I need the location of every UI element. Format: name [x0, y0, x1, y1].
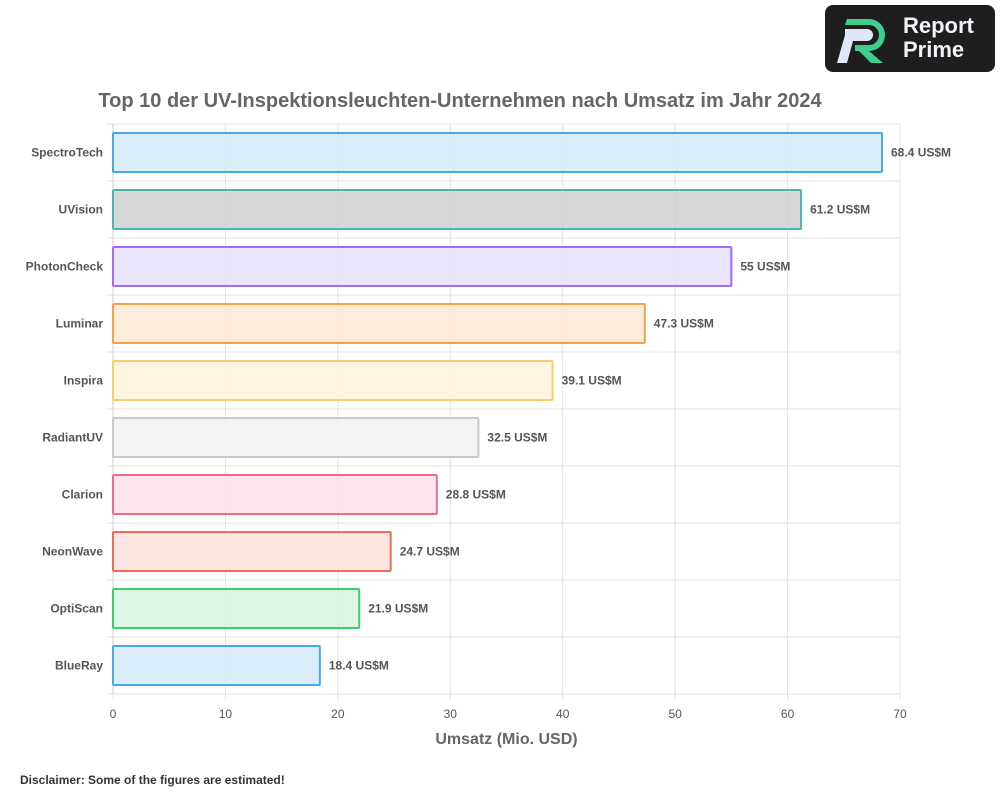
data-label: 32.5 US$M: [487, 431, 547, 445]
logo-text-line2: Prime: [903, 37, 965, 62]
x-tick-label: 0: [110, 707, 117, 721]
report-prime-logo: Report Prime: [825, 5, 995, 72]
data-label: 55 US$M: [740, 260, 790, 274]
x-tick-label: 30: [444, 707, 458, 721]
x-tick-label: 60: [781, 707, 795, 721]
category-label: BlueRay: [55, 659, 103, 673]
bar-blueray: [112, 645, 321, 686]
category-label: NeonWave: [42, 545, 103, 559]
chart-title: Top 10 der UV-Inspektionsleuchten-Untern…: [98, 90, 822, 112]
bar-inspira: [112, 360, 554, 401]
category-label: Inspira: [64, 374, 104, 388]
data-label: 61.2 US$M: [810, 203, 870, 217]
logo-mark-icon: [837, 19, 885, 63]
x-tick-label: 20: [331, 707, 345, 721]
x-axis-title: Umsatz (Mio. USD): [435, 731, 577, 748]
bar-spectrotech: [112, 132, 884, 173]
bar-photoncheck: [112, 246, 733, 287]
data-label: 21.9 US$M: [368, 602, 428, 616]
category-label: PhotonCheck: [26, 260, 104, 274]
data-label: 39.1 US$M: [562, 374, 622, 388]
bar-optiscan: [112, 588, 361, 629]
data-label: 18.4 US$M: [329, 659, 389, 673]
bar-uvision: [112, 189, 803, 230]
x-tick-label: 40: [556, 707, 570, 721]
x-tick-label: 10: [219, 707, 233, 721]
bar-clarion: [112, 474, 438, 515]
category-label: Luminar: [56, 317, 104, 331]
category-label: Clarion: [62, 488, 103, 502]
category-label: RadiantUV: [42, 431, 103, 445]
data-label: 68.4 US$M: [891, 146, 951, 160]
data-label: 47.3 US$M: [654, 317, 714, 331]
data-label: 24.7 US$M: [400, 545, 460, 559]
bar-neonwave: [112, 531, 392, 572]
x-tick-label: 50: [668, 707, 682, 721]
bar-radiantuv: [112, 417, 480, 458]
disclaimer-text: Disclaimer: Some of the figures are esti…: [20, 773, 285, 787]
data-label: 28.8 US$M: [446, 488, 506, 502]
category-label: SpectroTech: [31, 146, 103, 160]
bar-luminar: [112, 303, 646, 344]
x-tick-label: 70: [893, 707, 907, 721]
category-label: UVision: [59, 203, 103, 217]
logo-text-line1: Report: [903, 13, 974, 38]
category-label: OptiScan: [50, 602, 103, 616]
